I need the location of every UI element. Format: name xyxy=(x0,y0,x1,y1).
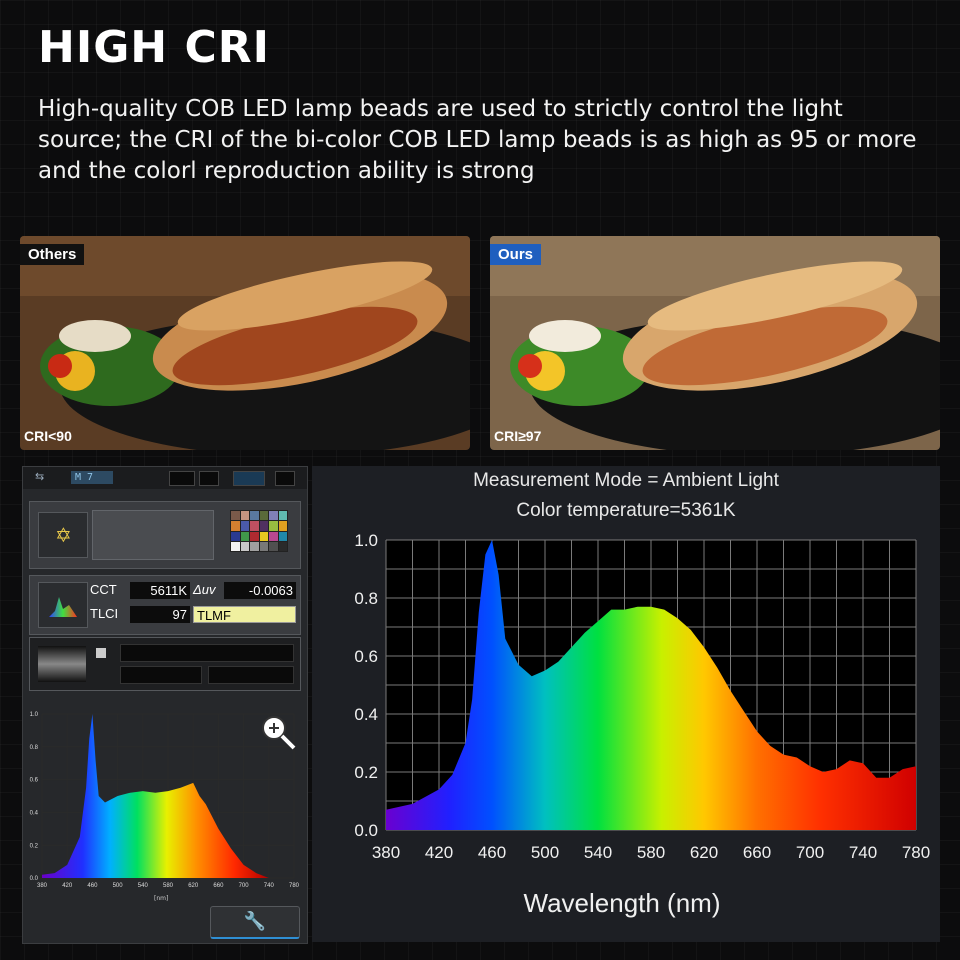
cct-label: CCT xyxy=(90,582,117,597)
sandwich-photo-others xyxy=(20,236,470,450)
y-tick-label: 0.8 xyxy=(354,589,378,608)
status-block xyxy=(169,471,195,486)
page-title: HIGH CRI xyxy=(38,22,270,73)
spectrum-mode-button[interactable] xyxy=(38,582,88,628)
lock-icon xyxy=(275,471,295,486)
mini-spectrum-area xyxy=(42,714,269,878)
checkbox-square[interactable] xyxy=(96,648,106,658)
x-tick-label: 580 xyxy=(163,883,174,889)
mini-x-unit: [nm] xyxy=(154,895,168,902)
tag-ours: Ours xyxy=(490,244,542,265)
status-bar: ⇆ M 7 xyxy=(23,467,307,489)
measurement-mode-text: Measurement Mode = Ambient Light xyxy=(473,470,779,491)
measure-panel: ✡ xyxy=(29,501,301,569)
color-checker-icon[interactable] xyxy=(230,510,288,552)
tlci-label: TLCI xyxy=(90,606,119,621)
mini-x-ticks: 380 420 460 500 540 580 620 660 700 740 780 xyxy=(37,883,300,889)
sandwich-photo-ours xyxy=(490,236,940,450)
x-tick-label: 460 xyxy=(87,883,98,889)
mode-indicator: M 7 xyxy=(71,471,113,484)
y-tick-label: 0.0 xyxy=(354,821,378,840)
status-block xyxy=(199,471,219,486)
reference-field xyxy=(208,666,294,684)
wrench-icon[interactable]: 🔧 xyxy=(210,906,300,939)
usb-icon: ⇆ xyxy=(35,470,45,483)
x-tick-label: 420 xyxy=(62,883,73,889)
main-y-ticks: 1.0 0.8 0.6 0.4 0.2 0.0 xyxy=(354,531,378,840)
tag-others: Others xyxy=(20,244,85,265)
y-tick-label: 0.2 xyxy=(354,763,378,782)
x-tick-label: 580 xyxy=(637,843,665,862)
x-tick-label: 620 xyxy=(188,883,199,889)
x-tick-label: 700 xyxy=(796,843,824,862)
x-axis-label: Wavelength (nm) xyxy=(524,888,721,918)
battery-indicator xyxy=(233,471,265,486)
x-tick-label: 780 xyxy=(289,883,300,889)
reference-field xyxy=(120,644,294,662)
reference-panel xyxy=(29,637,301,691)
cri-label-ours: CRI≥97 xyxy=(494,428,542,444)
mode-display xyxy=(92,510,214,560)
duv-label: Δuv xyxy=(193,582,216,597)
sun-icon: ✡ xyxy=(55,523,72,547)
x-tick-label: 500 xyxy=(531,843,559,862)
measure-mode-button[interactable]: ✡ xyxy=(38,512,88,558)
readout-panel: CCT 5611K Δuv -0.0063 TLCI 97 TLMF xyxy=(29,575,301,635)
x-tick-label: 660 xyxy=(213,883,224,889)
reference-field xyxy=(120,666,202,684)
x-tick-label: 740 xyxy=(849,843,877,862)
main-spectrum-chart: 1.0 0.8 0.6 0.4 0.2 0.0 380 420 460 500 540 580 620… xyxy=(354,531,930,918)
x-tick-label: 420 xyxy=(425,843,453,862)
y-tick-label: 0.0 xyxy=(30,876,39,882)
x-tick-label: 380 xyxy=(372,843,400,862)
y-tick-label: 0.4 xyxy=(354,705,378,724)
zoom-icon[interactable] xyxy=(258,712,298,752)
cri-label-others: CRI<90 xyxy=(24,428,72,444)
comparison-photo-ours: Ours CRI≥97 xyxy=(490,236,940,450)
tlmf-field[interactable]: TLMF xyxy=(193,606,296,623)
x-tick-label: 780 xyxy=(902,843,930,862)
x-tick-label: 660 xyxy=(743,843,771,862)
y-tick-label: 0.4 xyxy=(30,811,39,817)
y-tick-label: 1.0 xyxy=(354,531,378,550)
comparison-photo-others: Others CRI<90 xyxy=(20,236,470,450)
tlci-value: 97 xyxy=(130,606,190,623)
y-tick-label: 1.0 xyxy=(30,712,39,718)
y-tick-label: 0.8 xyxy=(30,745,39,751)
cct-value: 5611K xyxy=(130,582,190,599)
main-spectrum-area xyxy=(386,540,916,830)
x-tick-label: 540 xyxy=(584,843,612,862)
main-x-ticks: 380 420 460 500 540 580 620 660 700 740 780 xyxy=(372,843,930,862)
duv-value: -0.0063 xyxy=(224,582,296,599)
x-tick-label: 380 xyxy=(37,883,48,889)
spectrum-icon xyxy=(49,597,77,617)
x-tick-label: 740 xyxy=(264,883,275,889)
reference-swatch xyxy=(38,646,86,682)
x-tick-label: 500 xyxy=(113,883,124,889)
color-temperature-text: Color temperature=5361K xyxy=(516,500,736,521)
y-tick-label: 0.6 xyxy=(30,778,39,784)
y-tick-label: 0.2 xyxy=(30,843,39,849)
x-tick-label: 540 xyxy=(138,883,149,889)
y-tick-label: 0.6 xyxy=(354,647,378,666)
mini-y-ticks: 1.0 0.8 0.6 0.4 0.2 0.0 xyxy=(30,712,39,882)
x-tick-label: 620 xyxy=(690,843,718,862)
description-text: High-quality COB LED lamp beads are used… xyxy=(38,96,917,184)
x-tick-label: 700 xyxy=(239,883,250,889)
mini-spectrum-chart: 1.0 0.8 0.6 0.4 0.2 0.0 380 420 460 500 540 580 620… xyxy=(30,712,300,902)
x-tick-label: 460 xyxy=(478,843,506,862)
